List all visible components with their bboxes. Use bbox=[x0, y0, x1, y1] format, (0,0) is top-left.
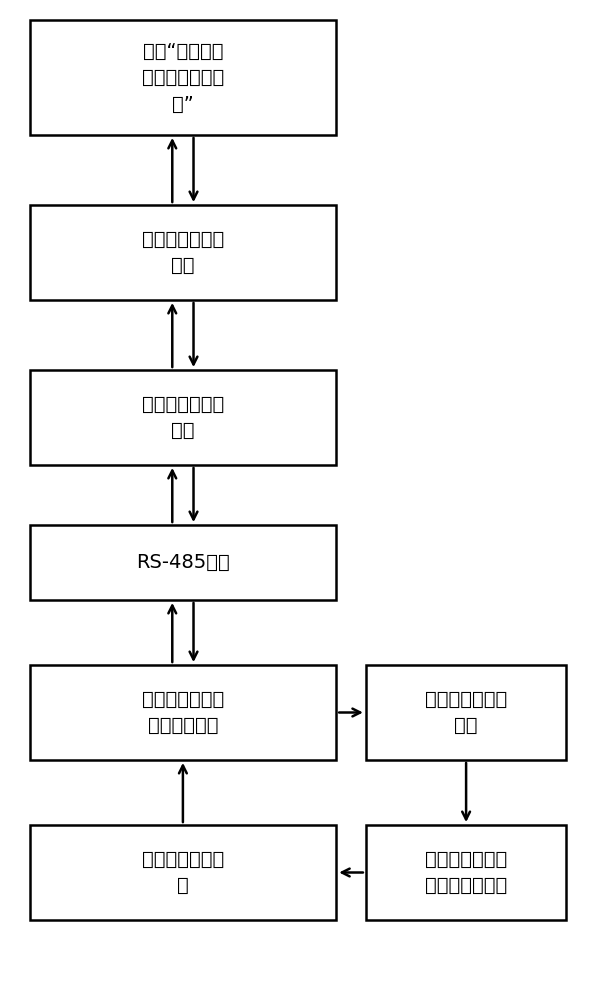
Text: 云端“智联智能
设备在线管理平
台”: 云端“智联智能 设备在线管理平 台” bbox=[142, 41, 224, 113]
Text: 电压电流实时采
样: 电压电流实时采 样 bbox=[142, 850, 224, 895]
Bar bbox=[30, 825, 336, 920]
Bar bbox=[30, 525, 336, 600]
Bar bbox=[30, 665, 336, 760]
Bar bbox=[366, 665, 566, 760]
Bar bbox=[30, 370, 336, 465]
Bar bbox=[30, 20, 336, 135]
Text: RS-485接口: RS-485接口 bbox=[136, 553, 230, 572]
Bar bbox=[366, 825, 566, 920]
Text: 智能电表开关电
磁阀: 智能电表开关电 磁阀 bbox=[425, 690, 507, 735]
Text: 广电白频谱脉冲
式智能远传电表: 广电白频谱脉冲 式智能远传电表 bbox=[425, 850, 507, 895]
Text: 广电白频谱智能
电表控制主板: 广电白频谱智能 电表控制主板 bbox=[142, 690, 224, 735]
Bar bbox=[30, 205, 336, 300]
Text: 广电白频谱通讯
芯片: 广电白频谱通讯 芯片 bbox=[142, 395, 224, 440]
Text: 广电白频谱通讯
基站: 广电白频谱通讯 基站 bbox=[142, 230, 224, 275]
